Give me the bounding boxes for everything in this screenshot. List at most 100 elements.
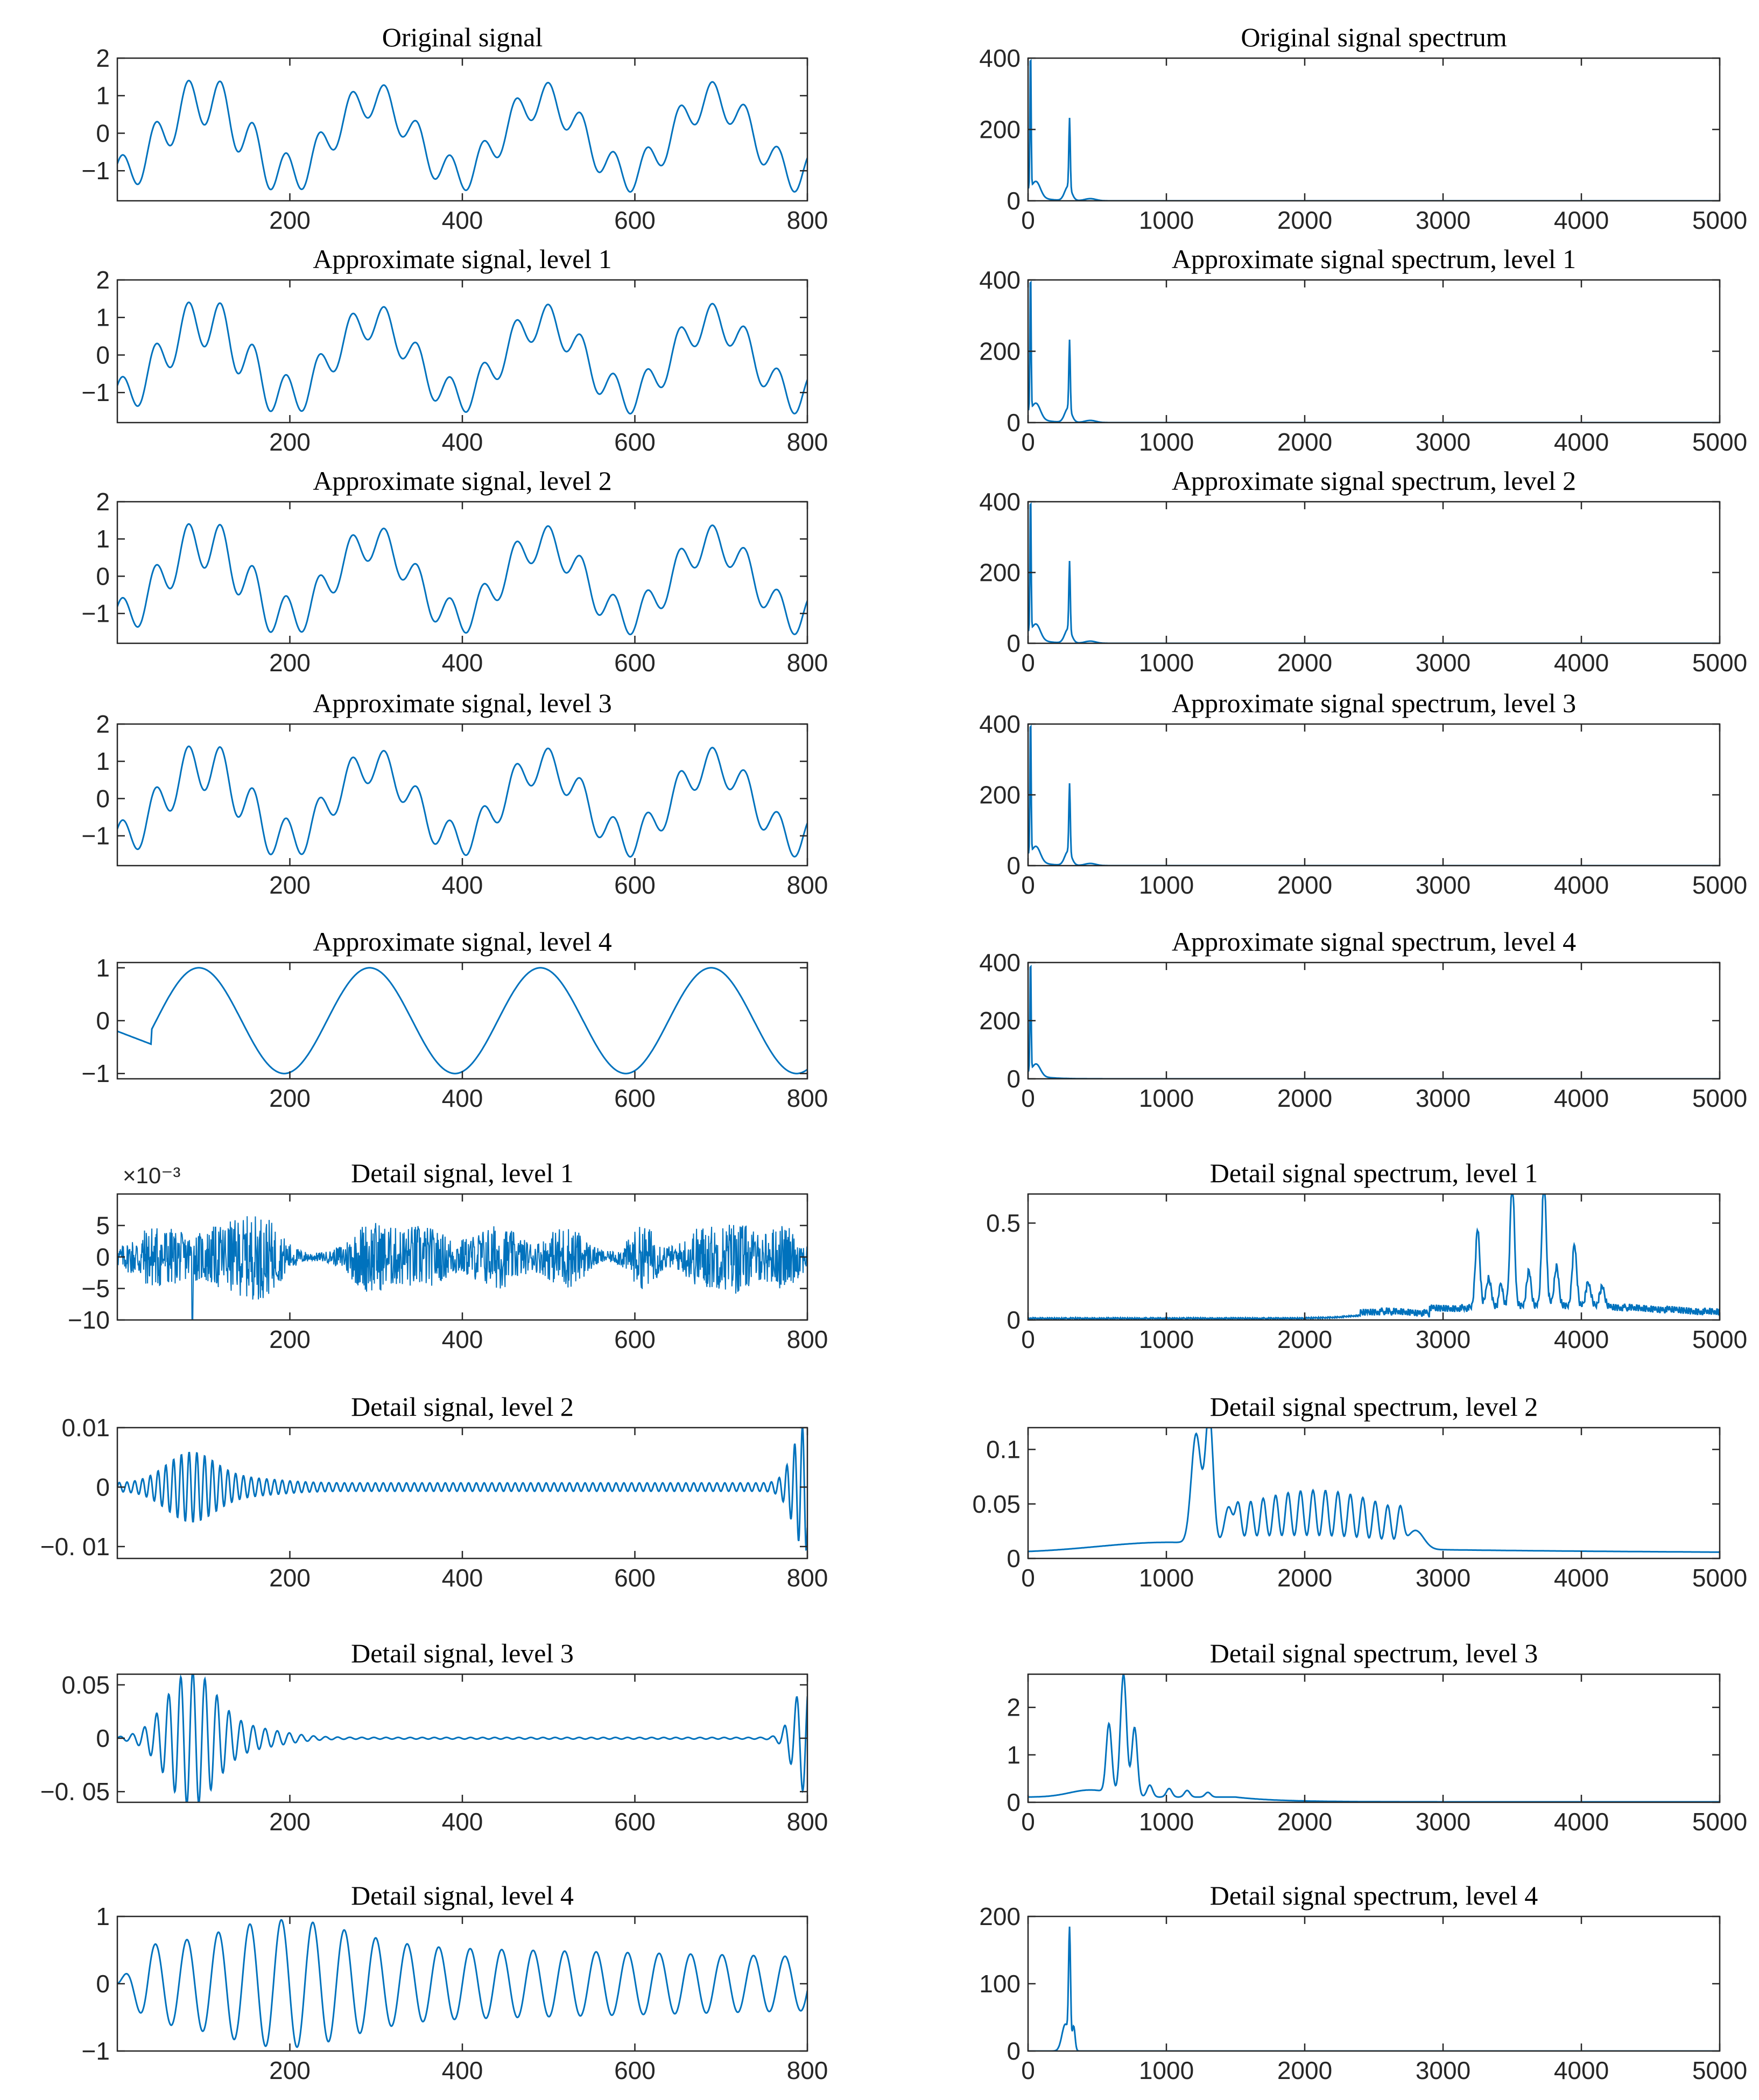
y-tick-label: −10 [68,1306,110,1334]
panel-d1-time: Detail signal, level 1 200 400 600 800 5 0 −5 −1… [68,1158,828,1353]
x-tick-label: 2000 [1277,1808,1332,1836]
axes-box [1027,1673,1721,1803]
x-tick-label: 800 [787,2056,828,2084]
x-tick-label: 800 [787,1325,828,1353]
y-tick-label: 0 [1007,409,1021,437]
series-line [117,967,807,1074]
chart-title: Approximate signal, level 2 [313,466,611,496]
y-tick-label: 2 [96,44,110,72]
panel-d1-spec: Detail signal spectrum, level 1 0 1000 2000… [986,1158,1747,1353]
chart-title: Detail signal spectrum, level 3 [1210,1638,1538,1668]
axes-box [116,279,808,424]
x-tick-label: 2000 [1277,2056,1332,2084]
panel-orig-time: Original signal 200 400 600 800 2 1 0 −1 [82,22,828,234]
axes-box [1027,57,1721,202]
chart-title: Detail signal, level 2 [351,1392,574,1422]
y-tick-label: 0.01 [61,1414,110,1442]
x-tick-label: 200 [269,1084,311,1112]
x-tick-label: 400 [442,2056,483,2084]
x-tick-label: 800 [787,871,828,899]
x-tick-label: 0 [1021,1808,1035,1836]
series-line [1028,280,1720,423]
x-tick-label: 1000 [1139,871,1194,899]
x-tick-label: 2000 [1277,649,1332,677]
x-tick-label: 200 [269,1325,311,1353]
chart-title: Detail signal, level 3 [351,1638,574,1668]
y-tick-label: 1 [96,304,110,332]
y-tick-label: 200 [979,1902,1021,1930]
y-tick-label: 0.05 [61,1671,110,1699]
panel-a2-time: Approximate signal, level 2 200 400 600 800 2… [82,466,828,677]
x-tick-label: 5000 [1692,1325,1747,1353]
y-tick-label: 0 [96,1243,110,1271]
chart-title: Approximate signal spectrum, level 4 [1172,926,1576,957]
axes-box [116,501,808,644]
x-tick-label: 5000 [1692,428,1747,456]
series-line [1028,502,1720,643]
y-tick-label: 400 [979,488,1021,516]
panel-d2-spec: Detail signal spectrum, level 2 0 1000 2000… [972,1392,1747,1592]
series-line [1028,964,1720,1079]
x-tick-label: 600 [614,428,656,456]
x-tick-label: 800 [787,206,828,234]
y-tick-label: −0. 05 [40,1778,110,1806]
x-tick-label: 1000 [1139,2056,1194,2084]
axes-box [116,961,808,1080]
x-tick-label: 5000 [1692,871,1747,899]
series-line [117,745,807,858]
x-tick-label: 400 [442,1084,483,1112]
axes-box [116,1427,808,1560]
axes-box [1027,1915,1721,2052]
x-tick-label: 5000 [1692,1084,1747,1112]
series-line [117,1919,807,2048]
x-tick-label: 0 [1021,206,1035,234]
series-line [1028,1926,1720,2051]
series-line [117,80,807,193]
y-tick-label: 0.05 [972,1490,1021,1518]
x-tick-label: 4000 [1554,1564,1609,1592]
x-tick-label: 1000 [1139,1325,1194,1353]
x-tick-label: 600 [614,1808,656,1836]
panel-a3-time: Approximate signal, level 3 200 400 600 800 2… [82,688,828,899]
x-tick-label: 0 [1021,1084,1035,1112]
series-line [1028,1428,1720,1553]
y-tick-label: 400 [979,710,1021,738]
x-tick-label: 1000 [1139,428,1194,456]
axes-box [1027,279,1721,424]
y-tick-label: 1 [1007,1741,1021,1769]
x-tick-label: 200 [269,1808,311,1836]
x-tick-label: 400 [442,1808,483,1836]
x-tick-label: 2000 [1277,1084,1332,1112]
y-tick-label: 0 [1007,1065,1021,1093]
y-tick-label: 400 [979,266,1021,294]
axis-multiplier: ×10⁻³ [123,1163,180,1188]
x-tick-label: 0 [1021,871,1035,899]
panel-d4-time: Detail signal, level 4 200 400 600 800 1 0 −1 [82,1880,828,2084]
series-line [117,1674,807,1802]
y-tick-label: 0.1 [986,1436,1021,1464]
y-tick-label: −1 [82,822,110,850]
series-line [117,301,807,415]
y-tick-label: 400 [979,949,1021,977]
y-tick-label: −1 [82,1059,110,1087]
axes-box [116,57,808,202]
x-tick-label: 2000 [1277,206,1332,234]
y-tick-label: 200 [979,559,1021,587]
axes-box [1027,961,1721,1080]
chart-title: Detail signal spectrum, level 2 [1210,1392,1538,1422]
panel-d4-spec: Detail signal spectrum, level 40 1000 2000… [979,1880,1747,2084]
x-tick-label: 400 [442,428,483,456]
y-tick-label: −0. 01 [40,1533,110,1561]
x-tick-label: 5000 [1692,206,1747,234]
panel-a4-spec: Approximate signal spectrum, level 4 0 100… [979,926,1747,1112]
x-tick-label: 1000 [1139,649,1194,677]
x-tick-label: 4000 [1554,649,1609,677]
x-tick-label: 5000 [1692,649,1747,677]
panel-a1-spec: Approximate signal spectrum, level 1 0 100… [979,244,1747,456]
y-tick-label: 2 [96,710,110,738]
y-tick-label: 0 [96,1724,110,1752]
panel-a1-time: Approximate signal, level 1 200 400 600 800 2… [82,244,828,456]
x-tick-label: 400 [442,1325,483,1353]
y-tick-label: 1 [96,1902,110,1930]
